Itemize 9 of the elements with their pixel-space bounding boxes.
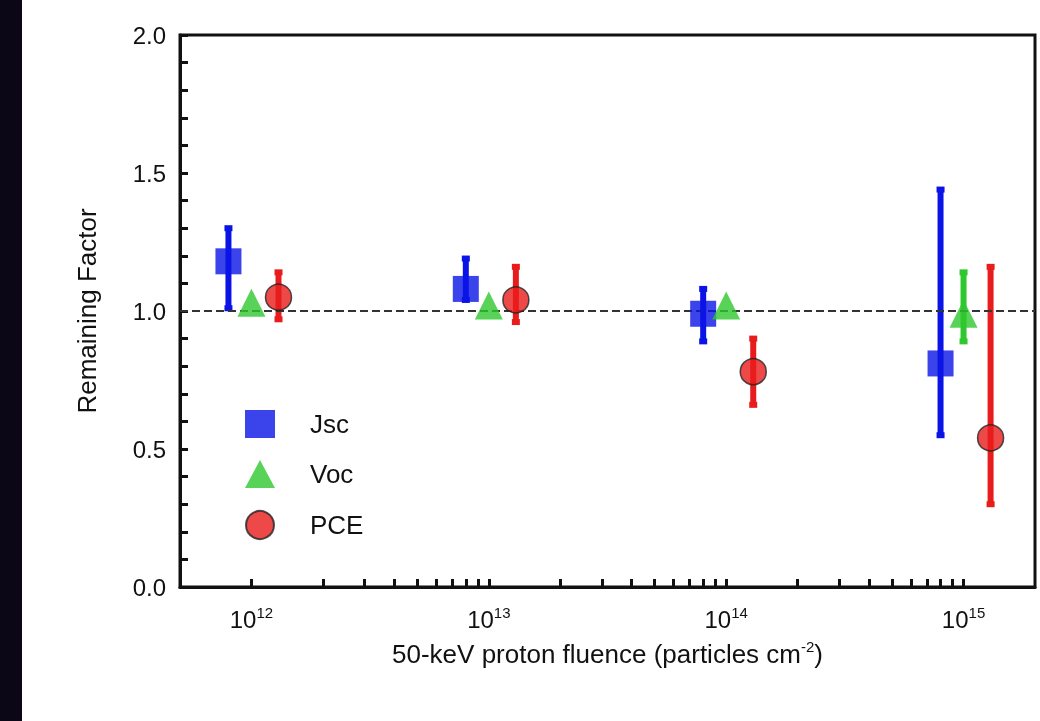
legend-label: PCE xyxy=(310,510,364,540)
y-tick-label: 0.5 xyxy=(132,435,166,463)
y-tick-label: 2.0 xyxy=(132,21,166,49)
legend-label: Voc xyxy=(310,459,354,489)
legend-label: Jsc xyxy=(310,409,349,439)
y-axis-title: Remaining Factor xyxy=(72,208,102,414)
y-tick-label: 0.0 xyxy=(132,573,166,601)
y-tick-label: 1.0 xyxy=(132,297,166,325)
y-tick-label: 1.5 xyxy=(132,159,166,187)
